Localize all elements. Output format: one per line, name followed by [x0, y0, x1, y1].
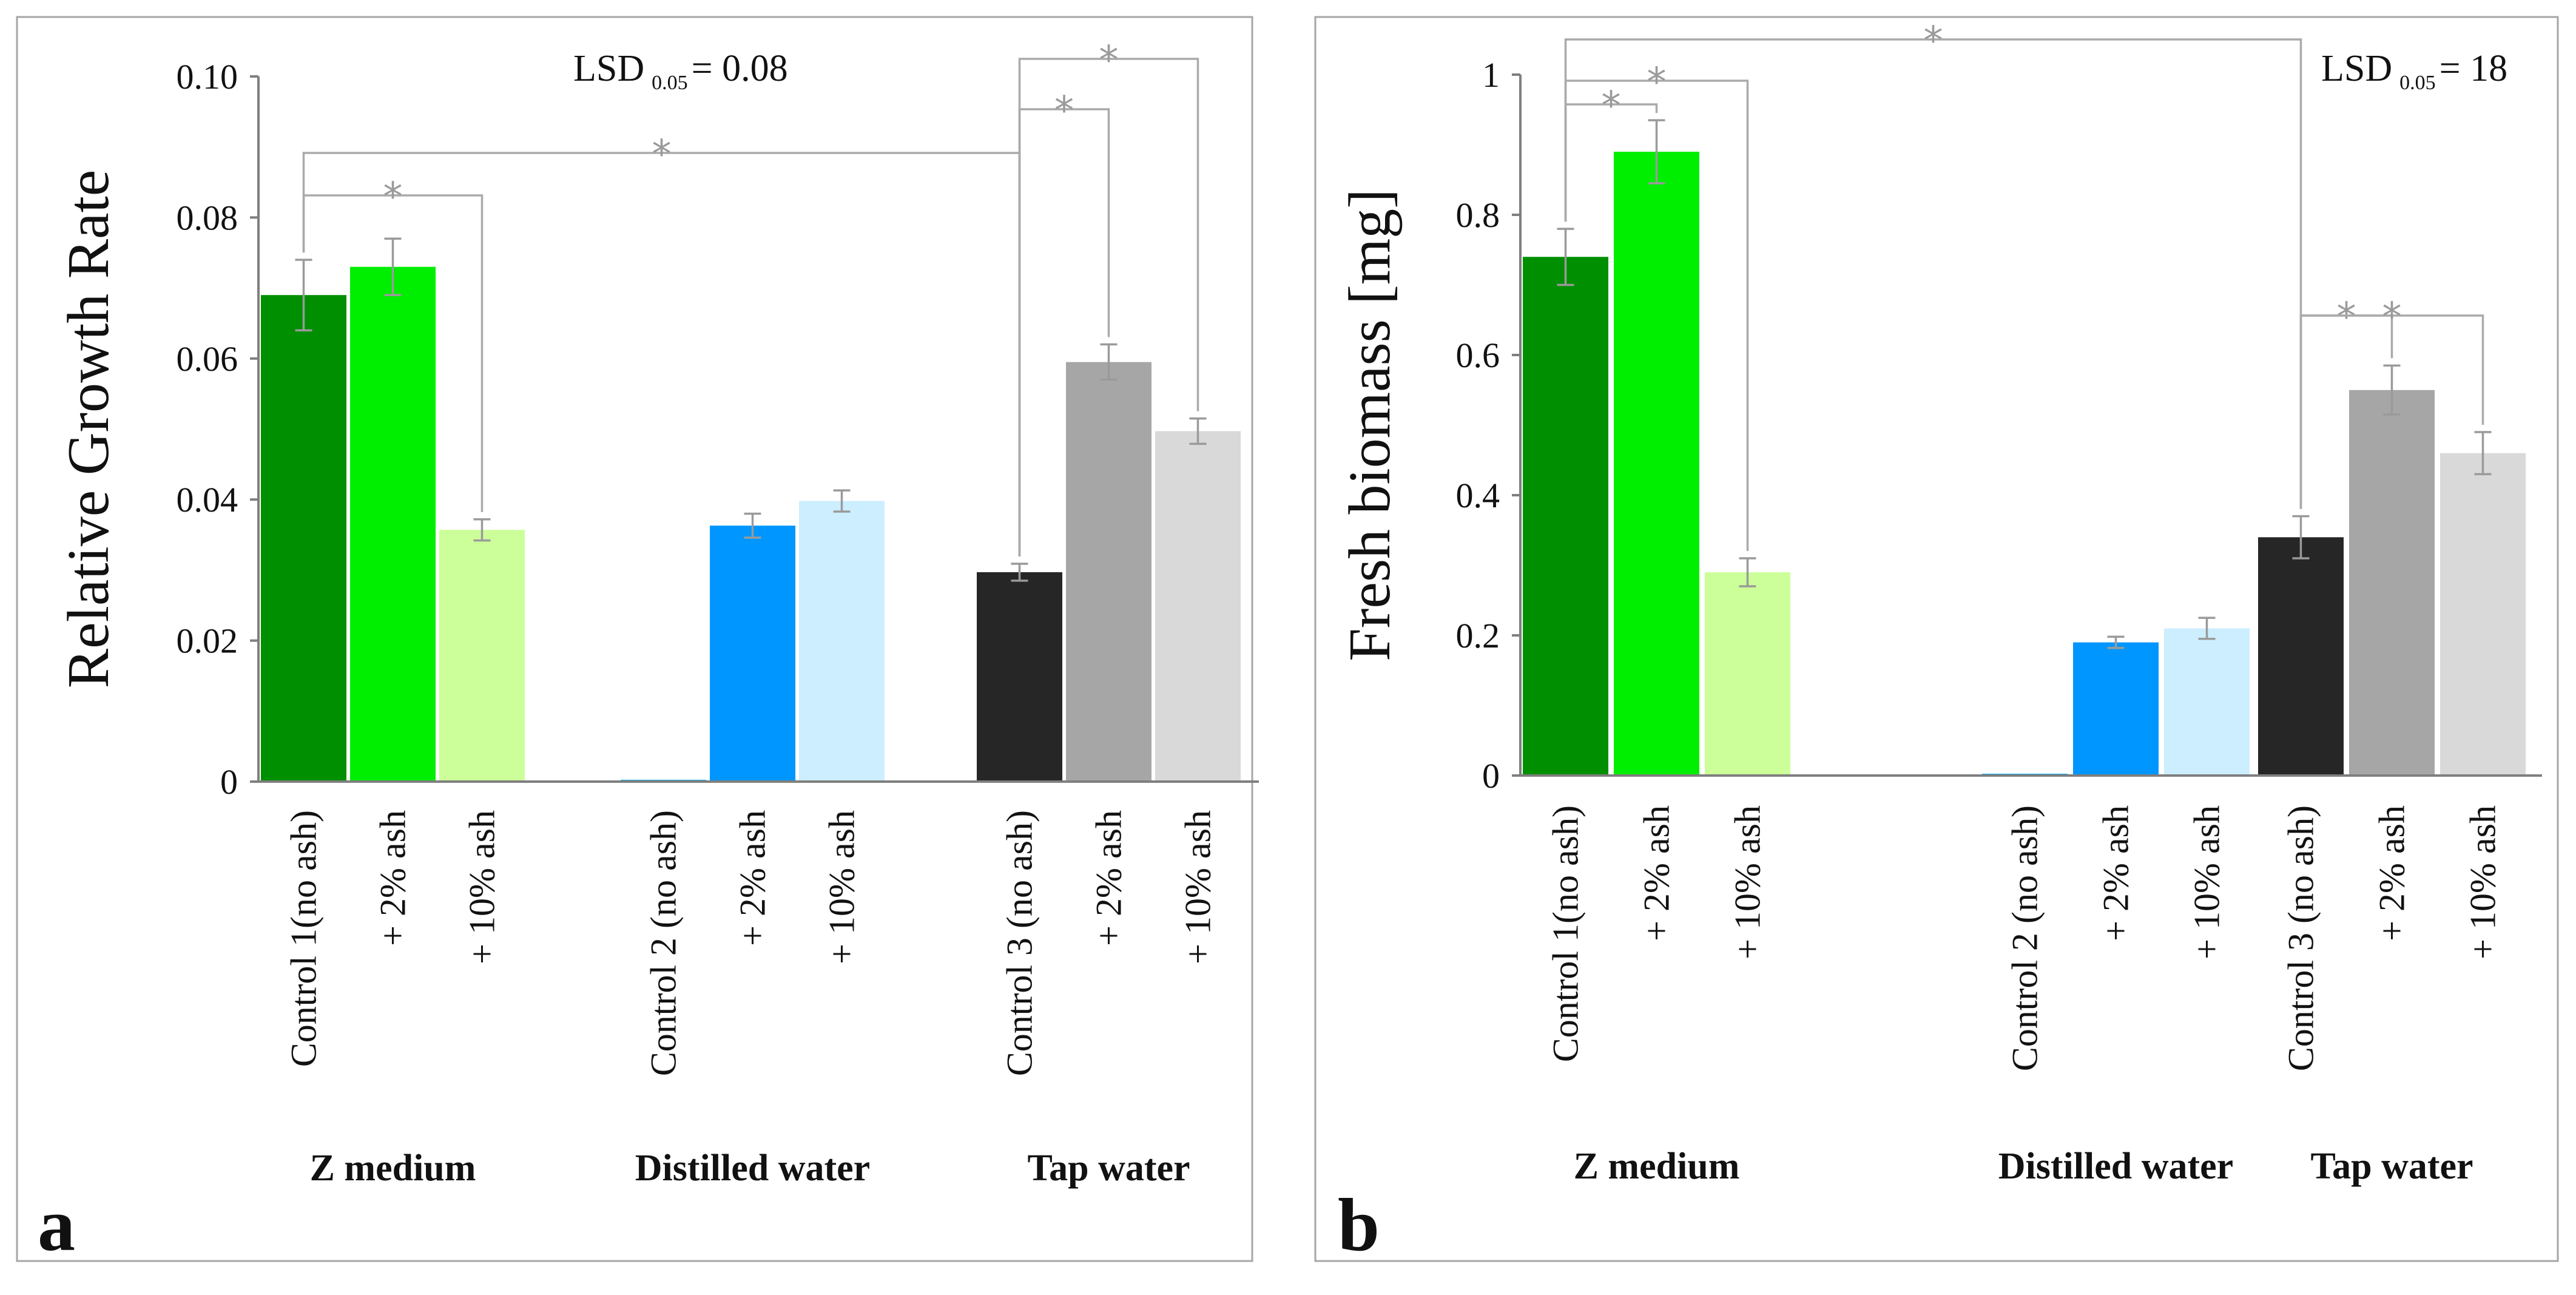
category-label: Control 1(no ash)	[1546, 805, 1586, 1062]
panel-b: 0 0.2 0.4 0.6 0.8 1 Fresh biomass [mg] Control …	[1314, 16, 2559, 1266]
y-tick-label: 0.8	[1456, 195, 1500, 235]
group-label: Tap water	[2310, 1146, 2473, 1187]
significance-star: *	[1054, 89, 1074, 134]
bar	[977, 572, 1062, 782]
significance-bracket	[2299, 314, 2484, 509]
y-tick-label: 0.6	[1456, 336, 1500, 375]
bar	[350, 266, 436, 782]
y-tick-label: 0.06	[177, 339, 238, 379]
category-label: + 10% ash	[1178, 810, 1218, 964]
category-label: + 10% ash	[822, 810, 862, 964]
significance-star: *	[1647, 60, 1667, 105]
y-tick-label: 0.10	[177, 57, 238, 96]
category-label: + 10% ash	[2463, 805, 2503, 959]
category-label: + 2% ash	[2372, 805, 2412, 941]
significance-star: *	[1924, 19, 1943, 64]
y-tick-label: 0.4	[1456, 476, 1500, 515]
category-label: + 10% ash	[2187, 805, 2227, 959]
bar	[261, 295, 346, 782]
category-label: Control 2 (no ash)	[644, 810, 684, 1076]
bar	[439, 530, 525, 782]
significance-bracket	[1018, 58, 1199, 556]
y-tick-label: 0.02	[177, 621, 238, 661]
significance-star: *	[2337, 295, 2356, 340]
bar	[710, 526, 795, 782]
lsd-prefix: LSD	[2321, 48, 2392, 89]
significance-star: *	[652, 132, 672, 177]
y-tick-label: 0	[220, 762, 238, 802]
y-tick-label: 1	[1482, 55, 1500, 95]
category-label: Control 1(no ash)	[284, 810, 324, 1067]
category-label: + 10% ash	[1728, 805, 1768, 959]
bar	[1155, 431, 1241, 782]
bar	[2349, 390, 2435, 776]
lsd-value: = 0.08	[692, 48, 788, 89]
panel-letter: b	[1338, 1183, 1380, 1266]
bar	[2164, 628, 2250, 776]
lsd-annotation: LSD 0.05= 0.08	[573, 48, 788, 94]
panel-a: 0 0.02 0.04 0.06 0.08 0.10 Relative Growth Rat…	[16, 16, 1259, 1266]
y-tick-label: 0.08	[177, 198, 238, 237]
y-tick-label: 0.2	[1456, 616, 1500, 655]
group-label: Z medium	[1574, 1146, 1740, 1187]
category-label: + 2% ash	[1637, 805, 1677, 941]
category-label: Control 3 (no ash)	[1000, 810, 1040, 1076]
group-label: Z medium	[310, 1148, 476, 1189]
category-label: + 2% ash	[2096, 805, 2136, 941]
significance-star: *	[383, 175, 403, 220]
significance-bracket	[1564, 38, 2302, 509]
y-tick-label: 0.04	[177, 480, 238, 519]
group-label: Distilled water	[635, 1148, 870, 1189]
lsd-prefix: LSD	[573, 48, 644, 89]
bar	[2258, 537, 2344, 776]
lsd-value: = 18	[2439, 48, 2507, 89]
bar	[2073, 642, 2159, 776]
bar	[799, 501, 885, 782]
panel-letter: a	[38, 1183, 75, 1266]
bar	[2440, 453, 2526, 776]
y-axis-title: Fresh biomass [mg]	[1337, 189, 1403, 661]
significance-star: *	[2382, 295, 2402, 340]
significance-star: *	[1099, 38, 1119, 83]
lsd-annotation: LSD 0.05= 18	[2321, 48, 2507, 94]
lsd-subscript: 0.05	[2399, 72, 2436, 94]
bar	[1066, 362, 1151, 782]
significance-star: *	[1602, 84, 1621, 129]
bar	[1614, 152, 1699, 776]
category-label: + 2% ash	[733, 810, 773, 946]
category-label: Control 3 (no ash)	[2281, 805, 2321, 1071]
group-label: Distilled water	[1998, 1146, 2233, 1187]
category-label: + 2% ash	[1089, 810, 1129, 946]
y-tick-label: 0	[1482, 756, 1500, 796]
group-label: Tap water	[1027, 1148, 1190, 1189]
category-label: Control 2 (no ash)	[2005, 805, 2045, 1071]
bar	[1705, 572, 1790, 776]
y-axis-title: Relative Growth Rate	[56, 170, 121, 689]
category-label: + 10% ash	[462, 810, 502, 964]
category-label: + 2% ash	[373, 810, 413, 946]
bar	[1523, 257, 1608, 776]
lsd-subscript: 0.05	[652, 72, 688, 94]
